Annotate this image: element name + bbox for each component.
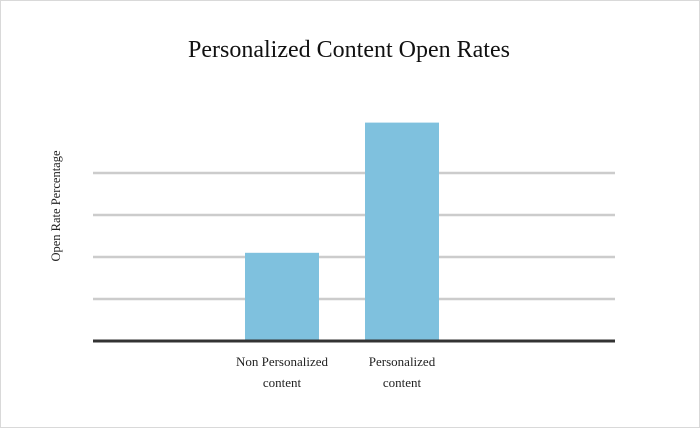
x-tick-label-line: content xyxy=(383,375,422,390)
bars-group xyxy=(245,122,439,341)
gridlines-group xyxy=(93,171,615,301)
x-tick-label-line: Non Personalized xyxy=(236,354,329,369)
x-tick-label-2: Personalized content xyxy=(369,354,436,390)
x-tick-label-line: content xyxy=(263,375,302,390)
x-tick-label-line: Personalized xyxy=(369,354,436,369)
y-axis-label: Open Rate Percentage xyxy=(49,150,63,262)
bar-2 xyxy=(365,122,439,341)
chart-title: Personalized Content Open Rates xyxy=(188,37,510,63)
x-tick-label-1: Non Personalized content xyxy=(236,354,329,390)
bar-1 xyxy=(245,252,319,341)
x-tick-labels-group: Non Personalized content Personalized conte… xyxy=(236,354,436,390)
